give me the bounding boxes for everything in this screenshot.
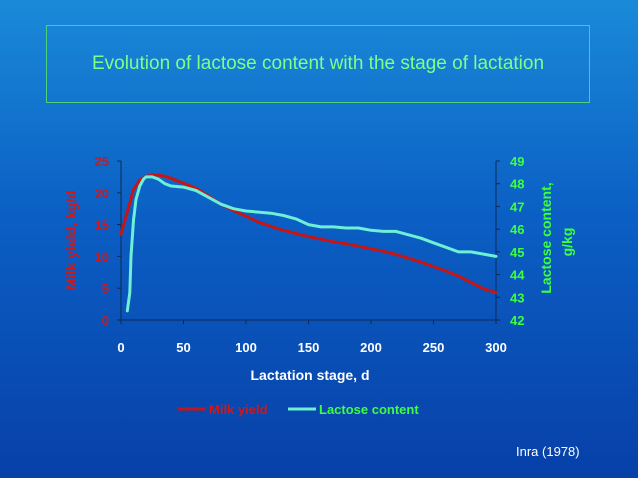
y2-tick-label: 45 bbox=[510, 245, 524, 260]
y2-axis-label-line2: g/kg bbox=[559, 228, 575, 257]
y2-axis-label-line1: Lactose content, bbox=[538, 182, 554, 293]
source-credit: Inra (1978) bbox=[516, 444, 580, 459]
chart-title: Evolution of lactose content with the st… bbox=[91, 53, 545, 74]
y-axis-label: Milk yield, kg/d bbox=[63, 190, 79, 290]
legend: Milk yield Lactose content bbox=[178, 402, 419, 417]
legend-label-milk-yield: Milk yield bbox=[209, 402, 268, 417]
y2-tick-label: 48 bbox=[510, 177, 524, 192]
y-tick-label: 15 bbox=[95, 218, 109, 233]
x-tick-label: 300 bbox=[485, 340, 507, 355]
x-tick-label: 0 bbox=[117, 340, 124, 355]
legend-label-lactose-content: Lactose content bbox=[319, 402, 419, 417]
y2-tick-label: 43 bbox=[510, 290, 524, 305]
y-tick-label: 5 bbox=[102, 281, 109, 296]
x-tick-label: 200 bbox=[360, 340, 382, 355]
y2-tick-label: 49 bbox=[510, 154, 524, 169]
y2-tick-label: 42 bbox=[510, 313, 524, 328]
x-tick-label: 250 bbox=[423, 340, 445, 355]
y-tick-label: 20 bbox=[95, 186, 109, 201]
milk-yield-line bbox=[119, 173, 498, 295]
title-box: Evolution of lactose content with the st… bbox=[46, 25, 590, 103]
y2-tick-label: 47 bbox=[510, 199, 524, 214]
x-tick-label: 50 bbox=[176, 340, 190, 355]
y2-tick-label: 44 bbox=[510, 268, 525, 283]
x-axis-label: Lactation stage, d bbox=[250, 367, 369, 383]
y-tick-label: 0 bbox=[102, 313, 109, 328]
y-tick-label: 10 bbox=[95, 249, 109, 264]
lactose-content-line bbox=[125, 175, 498, 313]
y-tick-label: 25 bbox=[95, 154, 109, 169]
x-tick-label: 150 bbox=[298, 340, 320, 355]
y2-tick-label: 46 bbox=[510, 222, 524, 237]
x-tick-label: 100 bbox=[235, 340, 257, 355]
